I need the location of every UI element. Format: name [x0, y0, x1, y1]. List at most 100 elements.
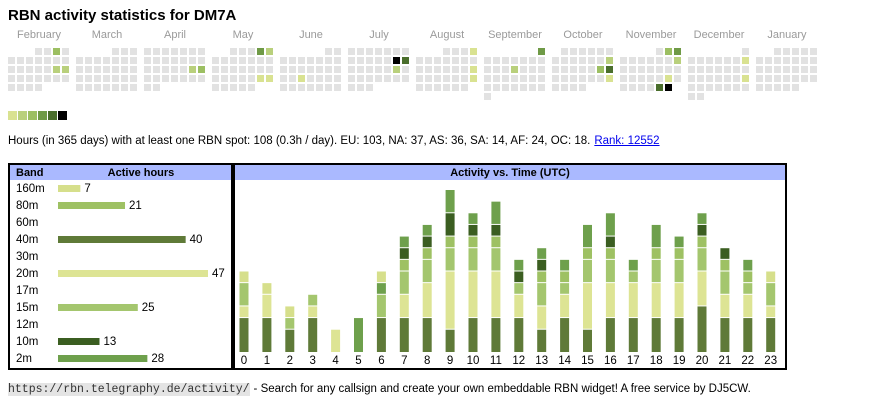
day-cell	[316, 66, 323, 73]
day-cell	[520, 84, 527, 91]
day-cell	[538, 84, 545, 91]
day-cell	[53, 66, 60, 73]
day-cell	[706, 75, 713, 82]
day-cell	[538, 57, 545, 64]
hour-segment	[651, 283, 661, 318]
hour-segment	[720, 248, 730, 259]
day-cell	[638, 57, 645, 64]
day-cell	[606, 48, 613, 55]
day-cell	[493, 57, 500, 64]
day-cell	[334, 66, 341, 73]
band-label: 10m	[16, 336, 38, 348]
day-cell	[638, 84, 645, 91]
day-cell	[402, 75, 409, 82]
day-cell	[144, 84, 151, 91]
day-cell	[493, 75, 500, 82]
day-cell	[629, 75, 636, 82]
rank-link[interactable]: Rank: 12552	[594, 135, 660, 147]
hour-segment	[285, 306, 295, 318]
day-cell	[520, 66, 527, 73]
day-cell	[416, 66, 423, 73]
band-bar	[58, 355, 148, 362]
hour-segment	[628, 271, 638, 283]
hour-segment	[697, 236, 707, 248]
day-cell	[26, 84, 33, 91]
day-cell	[484, 57, 491, 64]
day-cell	[733, 84, 740, 91]
day-cell	[579, 75, 586, 82]
day-cell	[384, 48, 391, 55]
day-cell	[266, 57, 273, 64]
day-cell	[756, 57, 763, 64]
day-cell	[810, 66, 817, 73]
day-cell	[425, 57, 432, 64]
day-cell	[756, 66, 763, 73]
hour-segment	[491, 201, 501, 224]
hour-segment	[697, 248, 707, 271]
hour-segment	[285, 329, 295, 352]
day-cell	[656, 48, 663, 55]
month-label: October	[563, 29, 602, 41]
hour-segment	[491, 236, 501, 248]
hour-segment	[514, 294, 524, 318]
day-cell	[665, 57, 672, 64]
day-cell	[629, 57, 636, 64]
legend-swatch	[48, 111, 57, 120]
hour-segment	[766, 306, 776, 318]
day-cell	[597, 75, 604, 82]
day-cell	[461, 84, 468, 91]
day-cell	[393, 75, 400, 82]
day-cell	[688, 57, 695, 64]
day-cell	[366, 57, 373, 64]
day-cell	[588, 75, 595, 82]
day-cell	[239, 57, 246, 64]
day-cell	[230, 75, 237, 82]
day-cell	[366, 84, 373, 91]
day-cell	[697, 84, 704, 91]
day-cell	[470, 66, 477, 73]
hour-segment	[468, 213, 478, 224]
band-label: 2m	[16, 353, 32, 365]
hour-label: 3	[309, 355, 315, 367]
day-cell	[366, 48, 373, 55]
day-cell	[570, 48, 577, 55]
day-cell	[484, 75, 491, 82]
day-cell	[8, 75, 15, 82]
day-cell	[529, 75, 536, 82]
day-cell	[561, 75, 568, 82]
day-cell	[153, 48, 160, 55]
hour-segment	[422, 248, 432, 259]
day-cell	[180, 66, 187, 73]
day-cell	[180, 57, 187, 64]
month-label: February	[17, 29, 62, 41]
hour-segment	[239, 283, 249, 306]
hour-segment	[605, 318, 615, 352]
day-cell	[248, 66, 255, 73]
hour-segment	[399, 248, 409, 259]
day-cell	[44, 66, 51, 73]
day-cell	[112, 57, 119, 64]
hour-segment	[605, 248, 615, 259]
hour-segment	[399, 236, 409, 248]
day-cell	[792, 84, 799, 91]
hour-segment	[674, 236, 684, 248]
day-cell	[579, 48, 586, 55]
day-cell	[425, 75, 432, 82]
day-cell	[620, 75, 627, 82]
day-cell	[248, 75, 255, 82]
day-cell	[579, 84, 586, 91]
hour-segment	[331, 329, 341, 352]
day-cell	[434, 57, 441, 64]
day-cell	[706, 66, 713, 73]
day-cell	[298, 75, 305, 82]
hour-segment	[422, 259, 432, 283]
day-cell	[461, 48, 468, 55]
day-cell	[656, 66, 663, 73]
hour-label: 15	[581, 355, 594, 367]
hour-segment	[743, 294, 753, 318]
day-cell	[511, 66, 518, 73]
day-cell	[375, 66, 382, 73]
hour-segment	[468, 248, 478, 271]
day-cell	[375, 48, 382, 55]
